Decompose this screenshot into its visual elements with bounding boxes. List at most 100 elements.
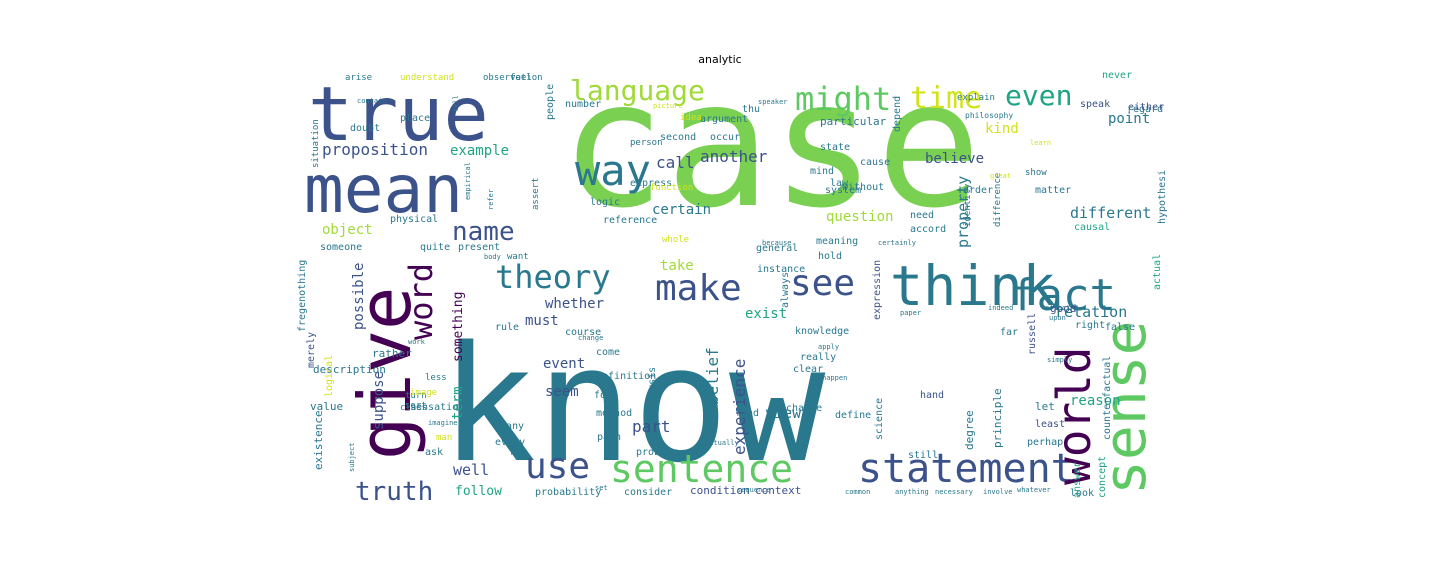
- word-certain: certain: [652, 202, 711, 218]
- word-never: never: [1102, 70, 1132, 81]
- word-logic: logic: [590, 197, 620, 208]
- word-paper: paper: [900, 309, 921, 317]
- word-philosophy: philosophy: [965, 111, 1013, 120]
- word-contain: contain: [357, 97, 387, 105]
- word-picture: picture: [653, 102, 683, 110]
- word-reason: reason: [1070, 393, 1121, 409]
- word-actually: actually: [705, 439, 739, 447]
- word-look: look: [1070, 488, 1094, 499]
- word-general: general: [756, 243, 798, 254]
- word-indeed: indeed: [988, 304, 1013, 312]
- word-real: real: [510, 449, 527, 457]
- word-proposition: proposition: [322, 140, 428, 159]
- word-image: image: [410, 388, 437, 398]
- word-empirical: empirical: [464, 162, 472, 200]
- word-occur: occur: [710, 132, 740, 143]
- word-class: class: [400, 403, 427, 413]
- word-body: body: [484, 253, 501, 261]
- word-mean: mean: [304, 151, 463, 228]
- word-world: world: [1047, 347, 1101, 485]
- chart-title: analytic: [698, 53, 742, 66]
- word-call: call: [656, 153, 695, 172]
- word-tell: tell: [452, 95, 460, 112]
- word-present: present: [458, 242, 500, 253]
- word-theory: theory: [495, 258, 611, 296]
- word-identity: identity: [963, 183, 973, 227]
- word-sense: sense: [1091, 320, 1159, 495]
- word-particular: particular: [820, 115, 887, 128]
- word-matter: matter: [1035, 185, 1071, 196]
- word-another: another: [700, 147, 768, 166]
- word-really: really: [800, 352, 836, 363]
- word-view: view: [765, 404, 802, 422]
- word-idea: idea: [680, 113, 702, 123]
- word-instance: instance: [757, 264, 805, 275]
- word-hold: hold: [818, 251, 842, 262]
- word-true: true: [308, 70, 489, 158]
- word-value: value: [310, 400, 343, 413]
- word-certainly: certainly: [878, 239, 916, 247]
- word-reference: reference: [603, 215, 657, 226]
- word-seem: seem: [545, 384, 579, 400]
- word-might: might: [795, 80, 891, 118]
- word-far: far: [1000, 327, 1018, 338]
- word-description: description: [313, 363, 386, 376]
- word-second: second: [660, 132, 696, 143]
- word-knowledge: knowledge: [795, 326, 849, 337]
- word-fact: fact: [1010, 270, 1116, 321]
- word-condition: condition: [690, 484, 750, 497]
- word-science: science: [874, 398, 885, 440]
- word-statement: statement: [858, 446, 1075, 492]
- word-function: function: [650, 183, 693, 193]
- word-possible: possible: [351, 263, 367, 330]
- word-happen: happen: [822, 374, 847, 382]
- word-let: let: [1035, 400, 1055, 413]
- word-find: find: [735, 408, 759, 419]
- word-define: define: [835, 410, 871, 421]
- word-observation: observation: [483, 73, 543, 83]
- word-show: show: [1025, 168, 1047, 178]
- word-necessary: necessary: [935, 488, 973, 496]
- word-use: use: [525, 446, 590, 487]
- word-order: order: [963, 185, 993, 196]
- word-someone: someone: [320, 242, 362, 253]
- word-even: even: [1005, 79, 1072, 112]
- word-speaker: speaker: [758, 98, 788, 106]
- word-belief: belief: [703, 347, 722, 405]
- word-follow: follow: [455, 484, 502, 499]
- word-well: well: [453, 461, 489, 479]
- word-principle: principle: [991, 388, 1004, 448]
- word-term: term: [450, 386, 466, 420]
- word-must: must: [525, 313, 559, 329]
- word-subject: subject: [348, 442, 356, 472]
- word-argument: argument: [700, 114, 748, 125]
- word-good: good: [1050, 302, 1077, 315]
- word-clear: clear: [793, 364, 823, 375]
- word-mind: mind: [810, 166, 834, 177]
- word-whatever: whatever: [1017, 486, 1051, 494]
- word-every: every: [495, 437, 525, 448]
- word-consider: consider: [624, 487, 672, 498]
- word-rather: rather: [372, 347, 412, 360]
- word-point: point: [1108, 111, 1150, 127]
- word-cause: cause: [860, 157, 890, 168]
- word-effect: effect: [1045, 304, 1070, 312]
- word-causal: causal: [1074, 222, 1110, 233]
- word-ask: ask: [425, 447, 443, 458]
- word-sort: sort: [405, 401, 427, 411]
- word-difference: difference: [993, 173, 1003, 227]
- word-object: object: [322, 222, 373, 238]
- word-actual: actual: [1152, 254, 1163, 290]
- word-want: want: [507, 252, 529, 262]
- word-explain: explain: [957, 93, 995, 103]
- word-regard: regard: [1127, 104, 1163, 115]
- word-property: property: [954, 176, 972, 248]
- word-express: express: [630, 178, 672, 189]
- word-anything: anything: [895, 488, 929, 496]
- word-truth: truth: [355, 477, 433, 507]
- word-way: way: [575, 146, 651, 195]
- word-state: state: [820, 142, 850, 153]
- word-situation: situation: [311, 119, 321, 168]
- word-person: person: [630, 138, 663, 148]
- word-great: great: [990, 172, 1011, 180]
